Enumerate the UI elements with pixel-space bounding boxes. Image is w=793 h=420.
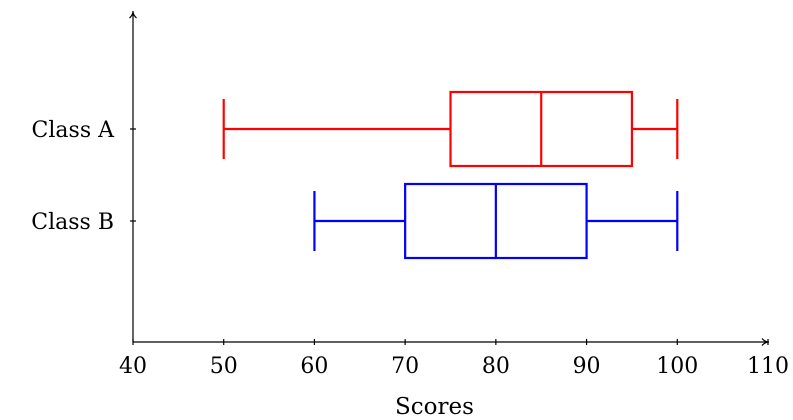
x-axis-arrow: [761, 338, 770, 346]
x-tick-label: 110: [747, 354, 789, 379]
category-label: Class B: [31, 210, 114, 235]
boxes: [222, 90, 679, 260]
x-tick-label: 50: [210, 354, 238, 379]
x-ticks: 40 50 60 70 80 90 100 110: [119, 339, 789, 379]
x-tick-label: 90: [573, 354, 601, 379]
x-tick-label: 40: [119, 354, 147, 379]
x-tick-label: 60: [300, 354, 328, 379]
y-axis-arrow: [129, 10, 137, 19]
boxplot-class-a: [222, 90, 679, 168]
axes: [129, 10, 770, 346]
x-tick-label: 80: [482, 354, 510, 379]
x-tick-label: 100: [656, 354, 698, 379]
category-label: Class A: [32, 118, 116, 143]
y-categories: Class A Class B: [31, 118, 136, 235]
x-tick-label: 70: [391, 354, 419, 379]
x-axis-title: Scores: [395, 394, 474, 420]
boxplot-class-b: [313, 182, 679, 260]
